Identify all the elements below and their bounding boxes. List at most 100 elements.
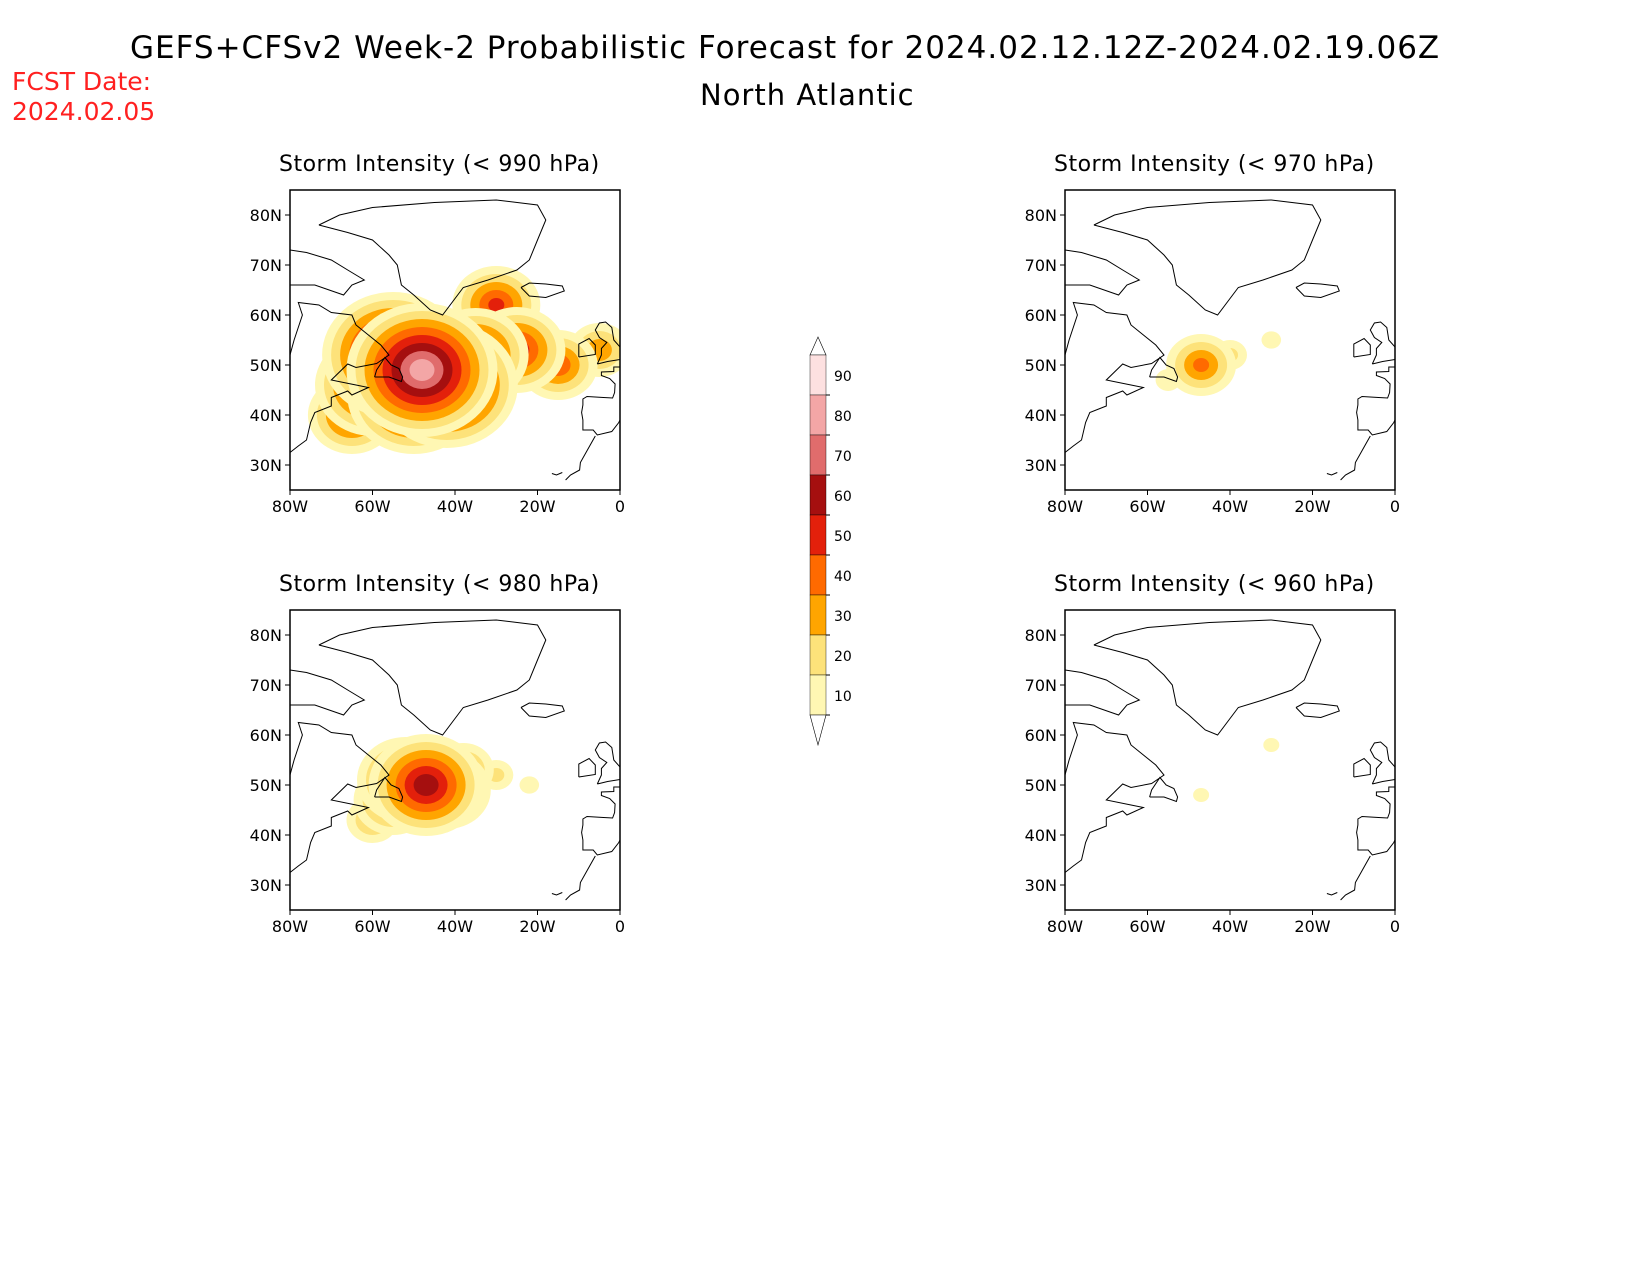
lon-tick-label: 80W (272, 917, 308, 936)
forecast-date-value: 2024.02.05 (12, 97, 156, 126)
coastline (1149, 356, 1179, 383)
panel-title-980: Storm Intensity (< 980 hPa) (279, 572, 600, 597)
colorbar-label: 90 (834, 369, 852, 385)
probability-contour (413, 774, 439, 796)
colorbar-top-cap (809, 336, 827, 356)
forecast-date-label: FCST Date: (12, 67, 152, 96)
coastline (290, 721, 390, 873)
colorbar-swatch (809, 514, 827, 556)
lat-tick-label: 30N (250, 876, 282, 895)
lat-tick-label: 50N (250, 776, 282, 795)
colorbar-bottom-cap (809, 714, 827, 747)
coastline (1065, 301, 1165, 453)
colorbar-label: 70 (834, 449, 852, 465)
colorbar-label: 30 (834, 609, 852, 625)
lat-tick-label: 70N (250, 256, 282, 275)
coastline (581, 366, 620, 436)
lat-tick-label: 80N (250, 206, 282, 225)
colorbar-swatch (809, 634, 827, 676)
lat-tick-label: 70N (1025, 256, 1057, 275)
lat-tick-label: 30N (1025, 876, 1057, 895)
lon-tick-label: 60W (1129, 497, 1165, 516)
coastline (594, 741, 620, 785)
probability-contour (1263, 738, 1280, 752)
lon-tick-label: 40W (1212, 917, 1248, 936)
lon-tick-label: 60W (354, 917, 390, 936)
coastline (1369, 321, 1395, 365)
coastline (1356, 786, 1395, 856)
map-panel-960: 80W 60W 40W 20W 0 80N 70N 60N 50N 40N 30N (1025, 609, 1400, 936)
lat-tick-label: 80N (250, 626, 282, 645)
lon-tick-label: 0 (1390, 917, 1400, 936)
lon-tick-label: 40W (437, 497, 473, 516)
lon-tick-label: 40W (1212, 497, 1248, 516)
lat-tick-label: 30N (1025, 456, 1057, 475)
lon-tick-label: 20W (519, 917, 555, 936)
coastline (1093, 619, 1322, 736)
coastline (1340, 435, 1371, 481)
coastline (581, 786, 620, 856)
colorbar-legend: 90 80 70 60 50 40 30 20 10 (809, 336, 852, 747)
lon-tick-label: 20W (519, 497, 555, 516)
lat-tick-label: 70N (1025, 676, 1057, 695)
coastline (290, 249, 366, 296)
main-title: GEFS+CFSv2 Week-2 Probabilistic Forecast… (130, 30, 1441, 66)
coastline (318, 619, 547, 736)
coastline (1093, 199, 1322, 316)
coastline (1065, 249, 1141, 296)
coastline (551, 892, 563, 896)
lat-tick-label: 70N (250, 676, 282, 695)
coastline (1295, 702, 1340, 719)
lon-tick-label: 0 (615, 917, 625, 936)
coastline (578, 337, 596, 358)
colorbar-swatch (809, 594, 827, 636)
panel-title-970: Storm Intensity (< 970 hPa) (1054, 152, 1375, 177)
lat-tick-label: 60N (1025, 726, 1057, 745)
coastline (290, 301, 390, 453)
colorbar-label: 80 (834, 409, 852, 425)
coastline (374, 356, 404, 383)
map-panel-980: 80W 60W 40W 20W 0 80N 70N 60N 50N 40N 30N (250, 609, 625, 936)
lat-tick-label: 40N (250, 406, 282, 425)
lat-tick-label: 50N (1025, 356, 1057, 375)
colorbar-label: 40 (834, 569, 852, 585)
lon-tick-label: 80W (272, 497, 308, 516)
lat-tick-label: 50N (250, 356, 282, 375)
coastline (578, 757, 596, 778)
coastline (520, 702, 565, 719)
probability-contour (1261, 331, 1282, 349)
colorbar-swatch (809, 434, 827, 476)
coastline (1353, 337, 1371, 358)
map-panel-970: 80W 60W 40W 20W 0 80N 70N 60N 50N 40N 30N (1025, 189, 1400, 516)
lat-tick-label: 60N (250, 306, 282, 325)
colorbar-swatch (809, 354, 827, 396)
coastline (594, 321, 620, 365)
lon-tick-label: 40W (437, 917, 473, 936)
coastline (1369, 741, 1395, 785)
coastline (290, 669, 366, 716)
panel-title-960: Storm Intensity (< 960 hPa) (1054, 572, 1375, 597)
colorbar-swatch (809, 674, 827, 716)
lon-tick-label: 80W (1047, 917, 1083, 936)
lat-tick-label: 40N (1025, 406, 1057, 425)
coastline (1353, 757, 1371, 778)
colorbar-swatch (809, 554, 827, 596)
colorbar-swatch (809, 394, 827, 436)
lat-tick-label: 40N (1025, 826, 1057, 845)
probability-contour (488, 298, 505, 312)
coastline (1295, 282, 1340, 299)
lat-tick-label: 80N (1025, 206, 1057, 225)
coastline (551, 472, 563, 476)
coastline (565, 435, 596, 481)
lon-tick-label: 60W (354, 497, 390, 516)
probability-contour (1193, 788, 1210, 802)
map-background (1065, 610, 1395, 910)
probability-contour (1193, 358, 1210, 372)
coastline (1326, 892, 1338, 896)
colorbar-label: 50 (834, 529, 852, 545)
colorbar-label: 20 (834, 649, 852, 665)
lat-tick-label: 80N (1025, 626, 1057, 645)
colorbar-label: 10 (834, 689, 852, 705)
lat-tick-label: 30N (250, 456, 282, 475)
lon-tick-label: 20W (1294, 497, 1330, 516)
